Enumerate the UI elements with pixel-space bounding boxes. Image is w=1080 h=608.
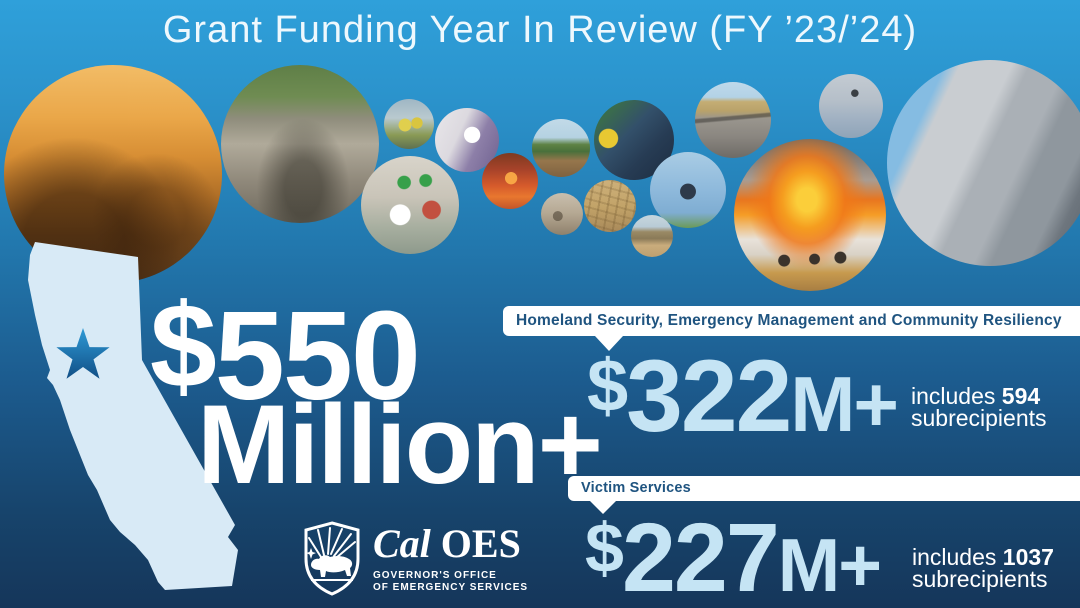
bubble-tail xyxy=(590,501,616,514)
bubble-tail xyxy=(595,336,623,351)
amount-unit: M xyxy=(777,523,841,607)
category-homeland-label-text: Homeland Security, Emergency Management … xyxy=(516,312,1062,329)
photo-helicopter-smoke xyxy=(819,74,883,138)
photo-earthquake-road xyxy=(695,82,771,158)
dollar-sign: $ xyxy=(585,509,624,587)
category-homeland-subrecipients: includes 594 subrecipients xyxy=(911,383,1047,431)
total-unit: Million+ xyxy=(197,382,603,507)
amount-value: 322 xyxy=(626,339,792,453)
category-victim-label-text: Victim Services xyxy=(581,480,691,496)
category-homeland-amount: $322M+ xyxy=(587,344,899,448)
star-icon xyxy=(56,328,110,379)
dollar-sign: $ xyxy=(150,279,217,413)
total-amount: $550 xyxy=(150,286,601,419)
subrecipients-text: subrecipients xyxy=(912,566,1048,592)
includes-text: includes xyxy=(911,383,996,409)
caloes-logo-name: Cal OES xyxy=(373,521,521,566)
amount-unit: M xyxy=(790,360,855,448)
plus-sign: + xyxy=(853,360,899,448)
photo-firefighter-rappel xyxy=(482,153,538,209)
photo-drought-cracked-earth xyxy=(584,180,636,232)
subrecipients-text: subrecipients xyxy=(911,405,1047,431)
amount-value: 227 xyxy=(621,503,780,608)
photo-search-rescue-debris xyxy=(541,193,583,235)
subrecipient-count: 1037 xyxy=(1002,544,1054,570)
photo-helicopter-hoist-rescue xyxy=(650,152,726,228)
total-value: 550 xyxy=(214,285,421,426)
caloes-shield-icon xyxy=(304,521,360,596)
plus-sign: + xyxy=(838,523,882,607)
photo-coastline xyxy=(631,215,673,257)
category-homeland-label: Homeland Security, Emergency Management … xyxy=(503,306,1080,351)
category-victim-subrecipients: includes 1037 subrecipients xyxy=(912,544,1054,592)
photo-collapsed-bridge xyxy=(887,60,1080,266)
page-title: Grant Funding Year In Review (FY ’23/’24… xyxy=(162,9,918,51)
california-map xyxy=(28,242,238,590)
photo-landslide-ravine xyxy=(221,65,379,223)
subrecipient-count: 594 xyxy=(1001,383,1041,409)
photo-cert-stretcher-team xyxy=(361,156,459,254)
photo-grass-fire-crews xyxy=(734,139,886,291)
category-victim-label: Victim Services xyxy=(568,476,1080,514)
dollar-sign: $ xyxy=(587,344,628,427)
photo-flood-palms xyxy=(532,119,590,177)
category-victim-amount: $227M+ xyxy=(585,509,882,607)
includes-text: includes xyxy=(912,544,997,570)
caloes-logo-subtitle: GOVERNOR'S OFFICE OF EMERGENCY SERVICES xyxy=(373,570,529,593)
photo-wildland-firefighters xyxy=(384,99,434,149)
